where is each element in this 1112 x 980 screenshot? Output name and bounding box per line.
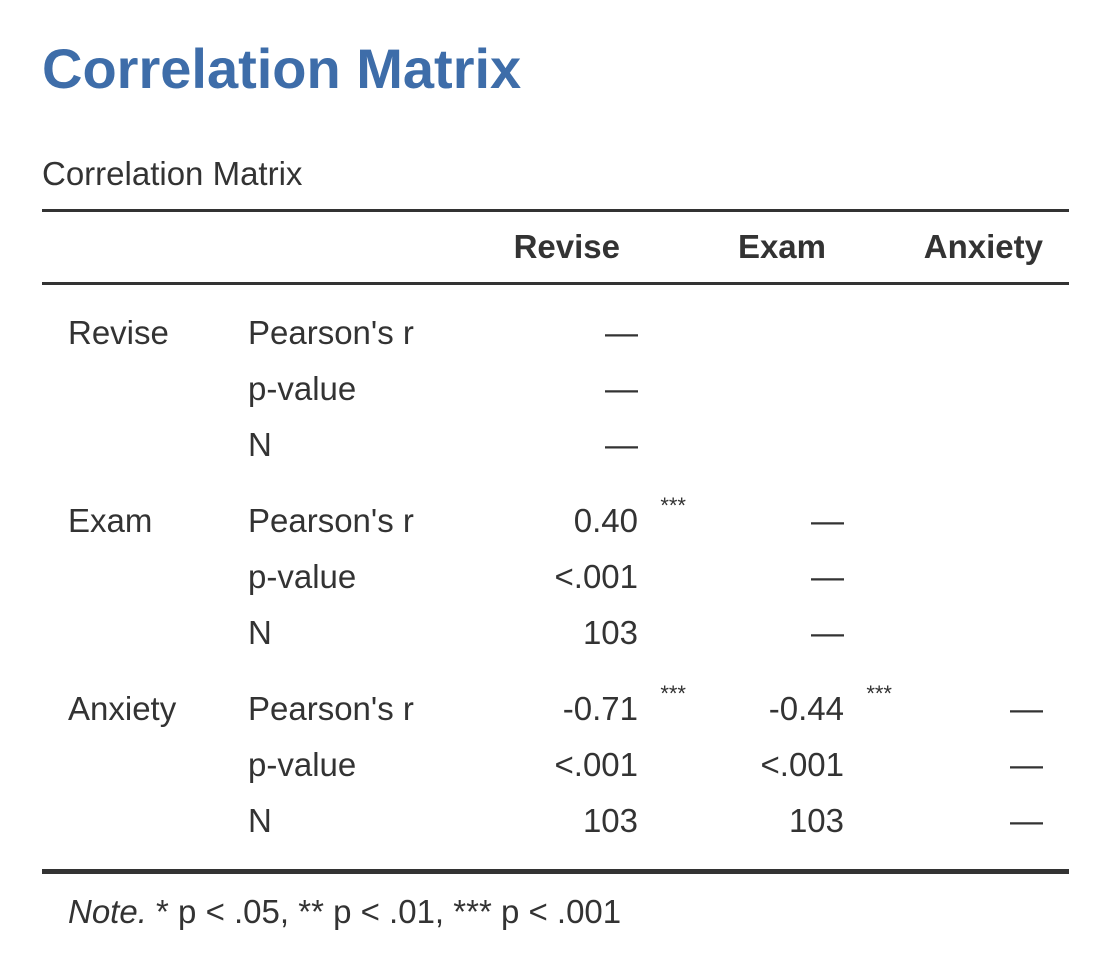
table-row: N 103 — — [42, 605, 1069, 661]
cell-text: — — [811, 558, 844, 595]
note-text: * p < .05, ** p < .01, *** p < .001 — [146, 893, 622, 930]
cell-value: <.001 — [440, 549, 646, 605]
table-row: Exam Pearson's r 0.40 *** — — [42, 493, 1069, 549]
cell-text: 103 — [582, 802, 638, 839]
row-statistic-label: p-value — [248, 746, 357, 783]
cell-value: 103 — [646, 793, 852, 849]
cell-text: — — [1010, 690, 1043, 727]
row-statistic-label: N — [248, 426, 272, 463]
row-variable-label — [42, 605, 220, 661]
cell-text: — — [811, 502, 844, 539]
cell-text: — — [605, 314, 638, 351]
row-statistic-label: p-value — [248, 558, 357, 595]
significance-marker: *** — [660, 681, 686, 706]
spacer-row — [42, 473, 1069, 493]
spacer-row — [42, 849, 1069, 872]
cell-value: 103 — [440, 605, 646, 661]
row-variable-label: Revise — [68, 314, 169, 351]
header-blank-2 — [220, 209, 440, 285]
spacer-row — [42, 284, 1069, 306]
cell-value: 0.40 *** — [440, 493, 686, 549]
cell-value: <.001 — [646, 737, 852, 793]
cell-text: -0.71 — [562, 690, 638, 727]
table-row: p-value <.001 — — [42, 549, 1069, 605]
cell-text: — — [605, 370, 638, 407]
cell-text: — — [811, 614, 844, 651]
cell-value: — — [852, 793, 1069, 849]
cell-value: — — [440, 305, 646, 361]
header-blank-1 — [42, 209, 220, 285]
cell-value: -0.71 *** — [440, 681, 686, 737]
row-statistic-label: N — [248, 614, 272, 651]
cell-text: <.001 — [760, 746, 845, 783]
row-statistic-label: p-value — [248, 370, 357, 407]
page-title: Correlation Matrix — [42, 37, 522, 100]
row-statistic-label: Pearson's r — [248, 314, 414, 351]
table-row: N — — [42, 417, 1069, 473]
cell-value: — — [852, 737, 1069, 793]
table-caption: Correlation Matrix — [42, 155, 303, 192]
row-variable-label: Exam — [68, 502, 153, 539]
table-row: N 103 103 — — [42, 793, 1069, 849]
note-label: Note. — [68, 893, 147, 930]
row-variable-label: Anxiety — [68, 690, 177, 727]
cell-text: 103 — [788, 802, 844, 839]
spacer-row — [42, 661, 1069, 681]
cell-value: — — [440, 361, 646, 417]
table-row: Anxiety Pearson's r -0.71 *** -0.44 *** — — [42, 681, 1069, 737]
cell-text: 0.40 — [573, 502, 638, 539]
cell-value — [646, 417, 852, 473]
table-row: p-value — — [42, 361, 1069, 417]
cell-value — [852, 493, 1069, 549]
cell-value: — — [646, 493, 852, 549]
row-variable-label — [42, 361, 220, 417]
cell-value — [852, 417, 1069, 473]
table-bottom-rule — [42, 869, 1069, 876]
row-variable-label — [42, 549, 220, 605]
cell-text: — — [1010, 802, 1043, 839]
cell-value: -0.44 *** — [646, 681, 892, 737]
header-revise: Revise — [440, 209, 646, 285]
cell-text: <.001 — [554, 746, 639, 783]
table-note: Note. * p < .05, ** p < .01, *** p < .00… — [68, 892, 621, 932]
significance-marker: *** — [866, 681, 892, 706]
row-variable-label — [42, 737, 220, 793]
cell-value: — — [852, 681, 1069, 737]
header-anxiety: Anxiety — [852, 209, 1069, 285]
table-row: p-value <.001 <.001 — — [42, 737, 1069, 793]
cell-value: — — [646, 549, 852, 605]
significance-marker: *** — [660, 493, 686, 518]
cell-value: — — [440, 417, 646, 473]
row-variable-label — [42, 793, 220, 849]
cell-value — [852, 549, 1069, 605]
row-statistic-label: N — [248, 802, 272, 839]
cell-text: — — [605, 426, 638, 463]
cell-value — [852, 361, 1069, 417]
cell-value: 103 — [440, 793, 646, 849]
cell-value: — — [646, 605, 852, 661]
row-statistic-label: Pearson's r — [248, 502, 414, 539]
cell-value — [646, 305, 852, 361]
cell-text: -0.44 — [768, 690, 844, 727]
cell-text: <.001 — [554, 558, 639, 595]
header-row: Revise Exam Anxiety — [42, 209, 1069, 285]
cell-value: <.001 — [440, 737, 646, 793]
cell-text: 103 — [582, 614, 638, 651]
header-exam: Exam — [646, 209, 852, 285]
row-variable-label — [42, 417, 220, 473]
cell-value — [852, 605, 1069, 661]
cell-text: — — [1010, 746, 1043, 783]
table-row: Revise Pearson's r — — [42, 305, 1069, 361]
correlation-table: Revise Exam Anxiety Revise Pearson's r —… — [42, 209, 1069, 876]
cell-value — [646, 361, 852, 417]
row-statistic-label: Pearson's r — [248, 690, 414, 727]
cell-value — [852, 305, 1069, 361]
